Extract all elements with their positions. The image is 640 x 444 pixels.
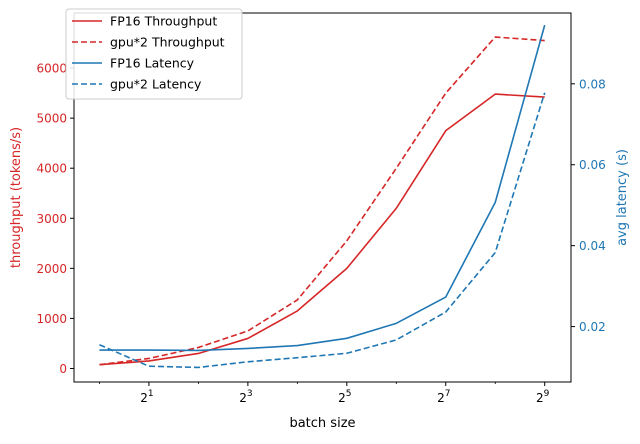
x-tick-label: 23 bbox=[239, 389, 252, 405]
y-right-tick-label: 0.08 bbox=[579, 77, 606, 91]
plot-frame bbox=[73, 12, 572, 383]
y-right-tick-label: 0.02 bbox=[579, 320, 606, 334]
legend-label: gpu*2 Throughput bbox=[110, 35, 225, 50]
legend-label: FP16 Throughput bbox=[110, 14, 217, 29]
legend-box bbox=[65, 8, 243, 100]
x-tick-label: 29 bbox=[536, 389, 550, 405]
x-tick-label: 25 bbox=[338, 389, 351, 405]
x-tick-label: 21 bbox=[140, 389, 153, 405]
y-axis-right-label: avg latency (s) bbox=[615, 149, 630, 246]
y-left-tick-label: 3000 bbox=[36, 212, 67, 226]
series-line-fp16-throughput bbox=[99, 93, 545, 366]
y-left-tick-label: 5000 bbox=[36, 112, 67, 126]
y-right-tick-label: 0.06 bbox=[579, 158, 606, 172]
y-left-tick-label: 4000 bbox=[36, 162, 67, 176]
x-axis: 21 23 25 27 29 bbox=[99, 382, 550, 405]
y-right-tick-label: 0.04 bbox=[579, 239, 606, 253]
series-line-gpu-2-throughput bbox=[99, 36, 545, 366]
y-axis-left: 0 1000 2000 3000 4000 5000 6000 bbox=[36, 62, 74, 376]
series-line-gpu-2-latency bbox=[99, 92, 546, 369]
x-tick-label: 27 bbox=[437, 389, 450, 405]
y-left-tick-label: 2000 bbox=[36, 262, 67, 276]
legend: FP16 Throughput gpu*2 Throughput FP16 Late… bbox=[65, 8, 243, 100]
series-layer bbox=[99, 24, 546, 369]
x-axis-label: batch size bbox=[289, 416, 355, 431]
y-axis-left-label: throughput (tokens/s) bbox=[9, 127, 24, 268]
y-left-tick-label: 1000 bbox=[36, 312, 67, 326]
legend-label: FP16 Latency bbox=[110, 56, 195, 71]
y-left-tick-label: 0 bbox=[59, 362, 67, 376]
y-left-tick-label: 6000 bbox=[36, 62, 67, 76]
legend-label: gpu*2 Latency bbox=[110, 77, 202, 92]
series-line-fp16-latency bbox=[99, 24, 546, 352]
y-axis-right: 0.02 0.04 0.06 0.08 bbox=[571, 77, 606, 334]
